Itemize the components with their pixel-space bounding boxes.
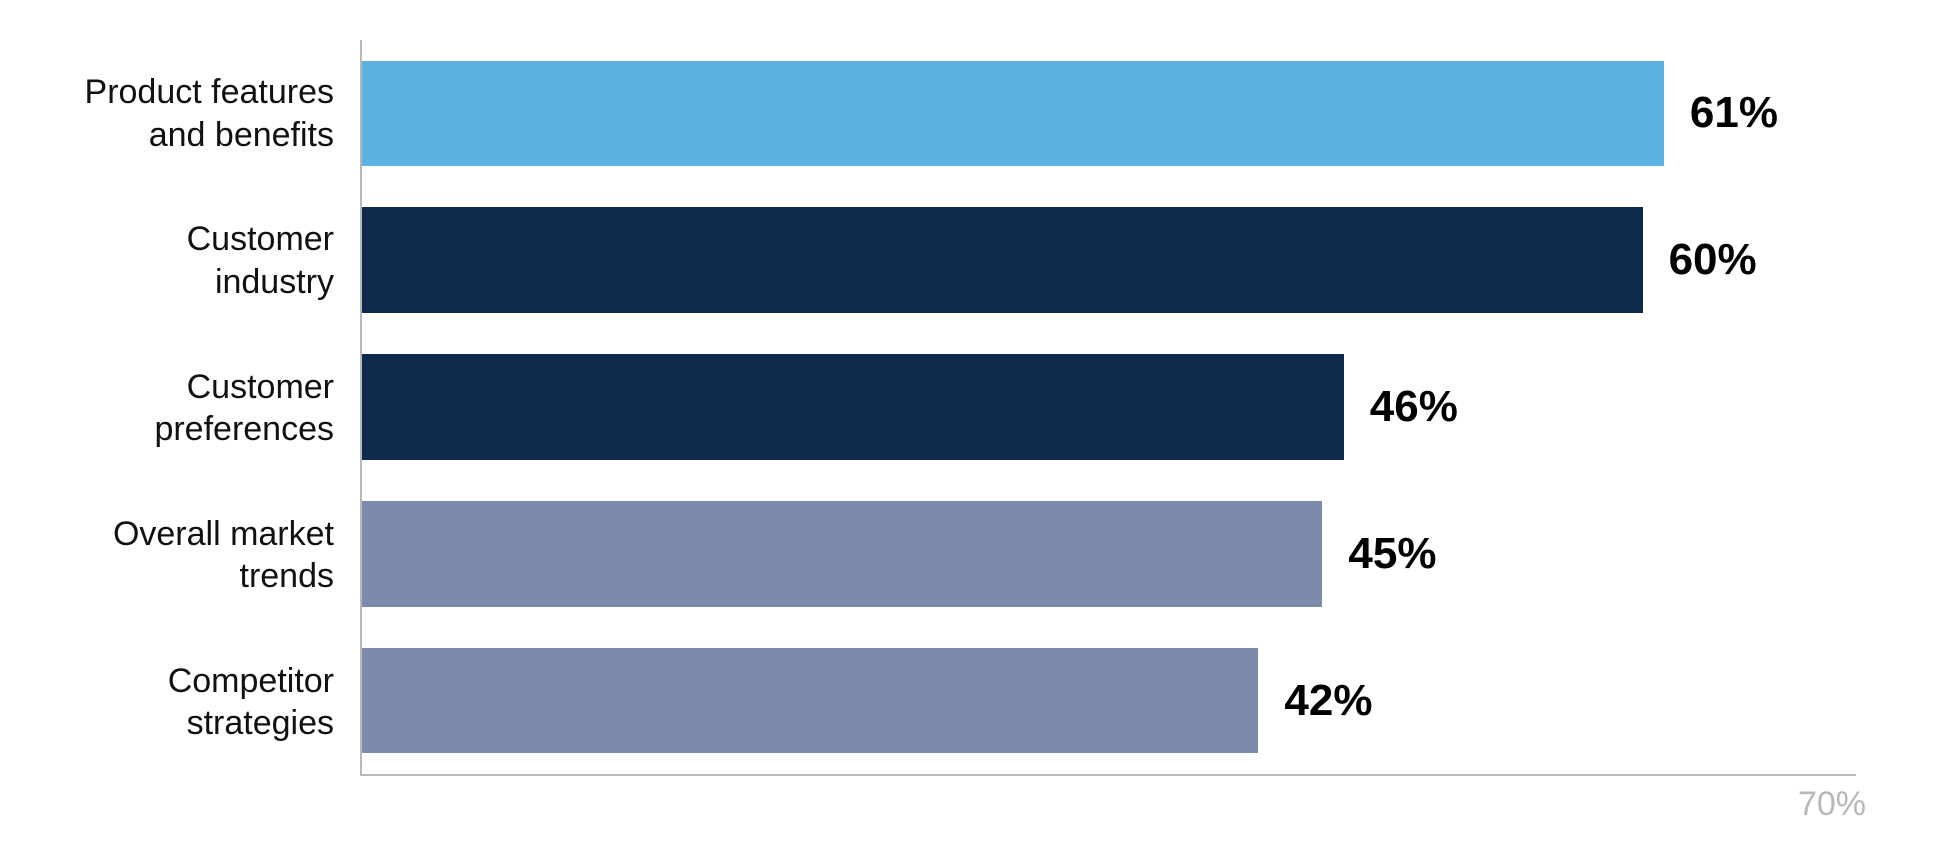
bar xyxy=(362,648,1258,754)
y-label: Overall markettrends xyxy=(60,482,360,629)
bar-value-label: 46% xyxy=(1370,382,1458,432)
bar-value-label: 45% xyxy=(1348,529,1436,579)
bar-wrap: 61% xyxy=(362,40,1856,187)
bar-wrap: 60% xyxy=(362,187,1856,334)
bar-row: 60% xyxy=(362,187,1856,334)
y-label: Customerpreferences xyxy=(60,334,360,481)
bars-region: 61% 60% 46% 45% xyxy=(360,40,1856,776)
bar xyxy=(362,207,1643,313)
bar-wrap: 46% xyxy=(362,334,1856,481)
bar-row: 45% xyxy=(362,480,1856,627)
horizontal-bar-chart: Product featuresand benefits Customerind… xyxy=(0,0,1936,856)
y-axis-labels: Product featuresand benefits Customerind… xyxy=(60,40,360,776)
bar xyxy=(362,354,1344,460)
bar-wrap: 42% xyxy=(362,627,1856,774)
bar-value-label: 61% xyxy=(1690,88,1778,138)
plot-area: Product featuresand benefits Customerind… xyxy=(60,40,1856,776)
bar-row: 42% xyxy=(362,627,1856,774)
y-label: Product featuresand benefits xyxy=(60,40,360,187)
bar xyxy=(362,61,1664,167)
bar xyxy=(362,501,1322,607)
bar-value-label: 42% xyxy=(1284,676,1372,726)
y-label: Competitorstrategies xyxy=(60,629,360,776)
x-axis-max-label: 70% xyxy=(1798,785,1866,824)
bar-wrap: 45% xyxy=(362,480,1856,627)
bar-row: 61% xyxy=(362,40,1856,187)
bar-value-label: 60% xyxy=(1669,235,1757,285)
y-label: Customerindustry xyxy=(60,187,360,334)
bar-row: 46% xyxy=(362,334,1856,481)
